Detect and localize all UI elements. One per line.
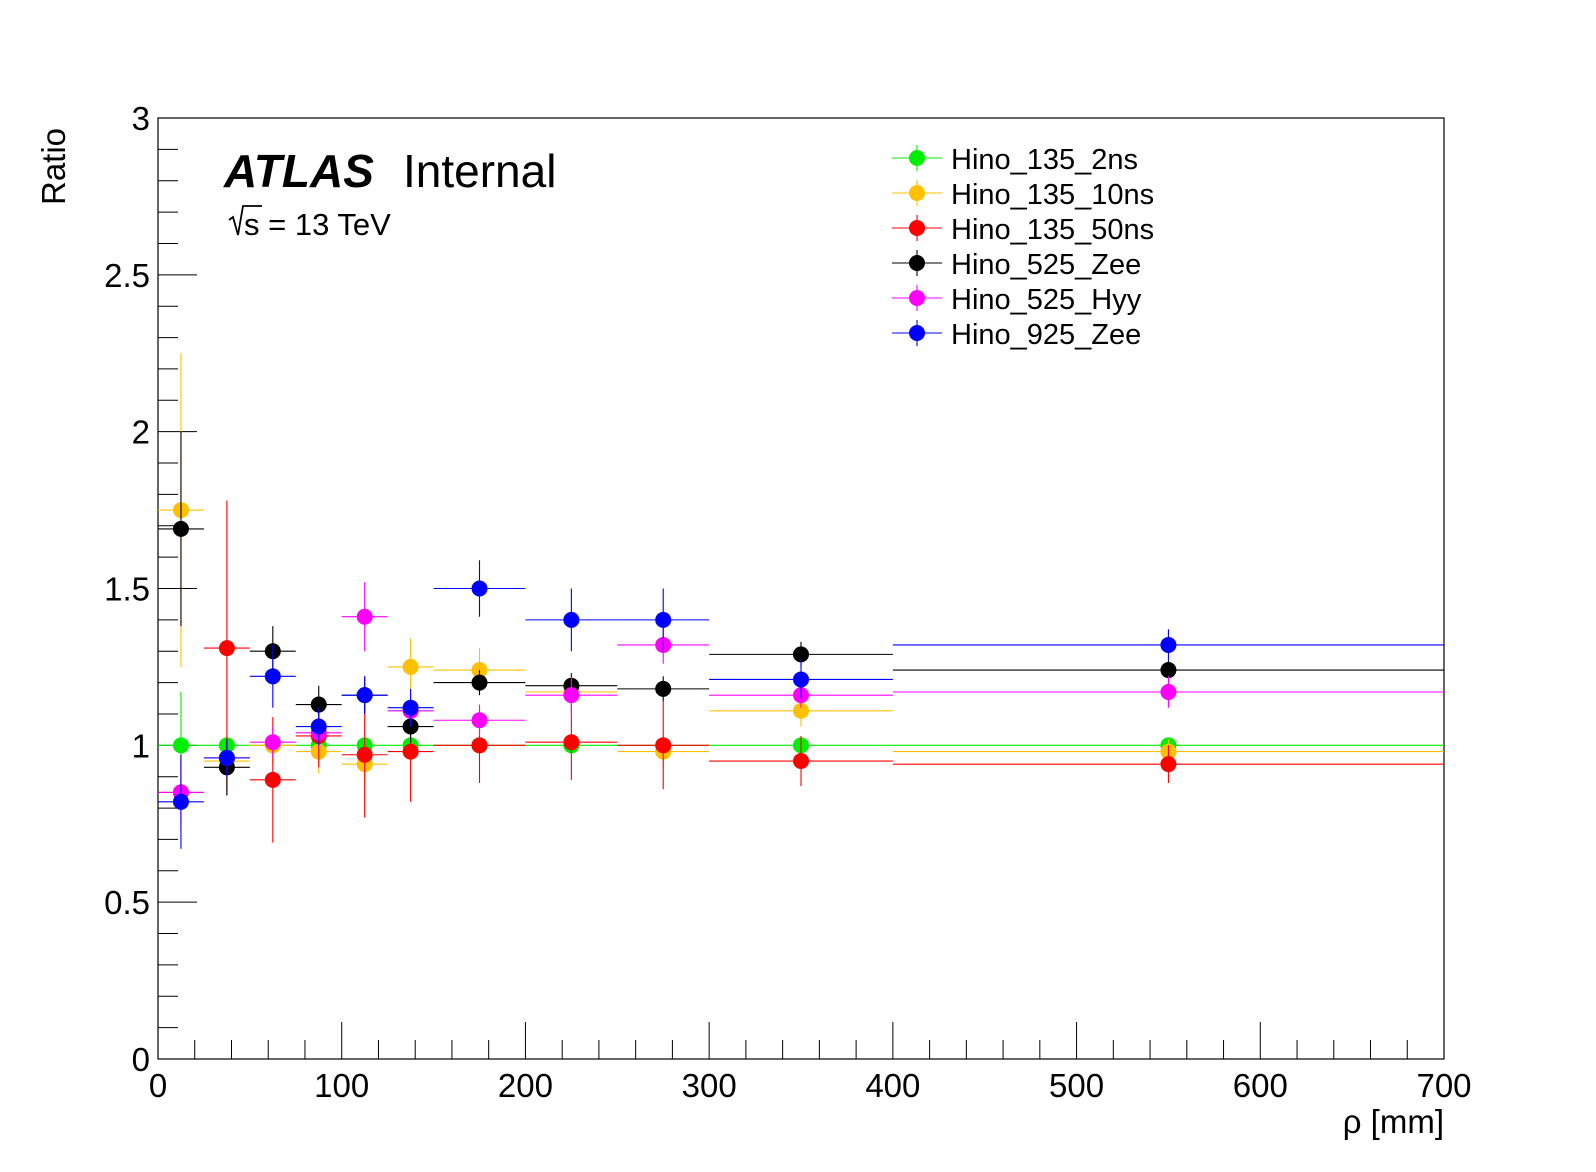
y-tick-label: 1 <box>132 727 150 764</box>
y-tick-labels: 0 0.5 1 1.5 2 2.5 3 <box>104 100 150 1078</box>
legend-marker <box>909 290 925 306</box>
data-point <box>356 687 373 704</box>
x-tick-label: 200 <box>498 1067 553 1104</box>
x-tick-label: 100 <box>314 1067 369 1104</box>
legend-label: Hino_135_2ns <box>951 144 1138 176</box>
data-point <box>264 668 281 685</box>
legend-item: Hino_135_10ns <box>892 179 1154 211</box>
data-point <box>793 646 809 663</box>
legend-label: Hino_135_10ns <box>951 179 1154 211</box>
data-point <box>402 699 419 716</box>
y-tick-label: 2 <box>132 414 150 451</box>
y-axis-label: Ratio <box>35 128 72 205</box>
series-Hino_525_Hyy <box>158 582 1444 824</box>
plot-frame <box>157 117 1445 1060</box>
data-point <box>563 687 580 704</box>
data-point <box>356 746 373 763</box>
data-point <box>793 671 809 688</box>
data-point <box>793 753 809 770</box>
x-tick-label: 600 <box>1233 1067 1288 1104</box>
data-point <box>563 734 580 751</box>
x-tick-label: 0 <box>149 1067 167 1104</box>
legend-marker <box>909 325 925 341</box>
atlas-label: ATLAS <box>223 145 374 197</box>
x-tick-label: 400 <box>865 1067 920 1104</box>
data-point <box>1160 684 1177 701</box>
series-layer <box>158 353 1444 849</box>
x-tick-labels: 0 100 200 300 400 500 600 700 <box>149 1067 1472 1104</box>
data-point <box>172 520 189 537</box>
x-axis-label: ρ [mm] <box>1343 1103 1444 1140</box>
y-tick-label: 2.5 <box>104 257 150 294</box>
data-point <box>655 611 672 628</box>
legend-marker <box>909 150 925 166</box>
energy-label: s = 13 TeV <box>228 205 391 242</box>
y-tick-label: 0.5 <box>104 884 150 921</box>
data-point <box>356 608 373 625</box>
data-point <box>1160 756 1177 773</box>
data-point <box>264 734 281 751</box>
sqrt-symbol <box>228 205 262 236</box>
data-point <box>172 737 189 754</box>
data-point <box>471 712 488 729</box>
data-point <box>655 680 672 697</box>
series-Hino_925_Zee <box>158 560 1444 849</box>
data-point <box>172 793 189 810</box>
legend-marker <box>909 220 925 236</box>
x-tick-label: 700 <box>1416 1067 1471 1104</box>
legend-item: Hino_925_Zee <box>892 319 1141 351</box>
data-point <box>310 696 327 713</box>
atlas-status-label: Internal <box>403 145 556 197</box>
data-point <box>218 640 235 657</box>
data-point <box>471 580 488 597</box>
data-point <box>471 737 488 754</box>
x-tick-label: 300 <box>682 1067 737 1104</box>
energy-text: s = 13 TeV <box>244 207 391 242</box>
legend-item: Hino_525_Hyy <box>892 284 1142 316</box>
data-point <box>402 658 419 675</box>
data-point <box>310 718 327 735</box>
legend-marker <box>909 255 925 271</box>
legend-label: Hino_525_Zee <box>951 249 1141 281</box>
data-point <box>655 737 672 754</box>
series-Hino_135_10ns <box>158 353 1444 787</box>
legend-label: Hino_135_50ns <box>951 214 1154 246</box>
data-point <box>563 611 580 628</box>
legend-label: Hino_925_Zee <box>951 319 1141 351</box>
data-point <box>218 749 235 766</box>
y-tick-label: 1.5 <box>104 571 150 608</box>
data-point <box>402 743 419 760</box>
legend-item: Hino_135_50ns <box>892 214 1154 246</box>
x-tick-label: 500 <box>1049 1067 1104 1104</box>
axis-ticks <box>157 117 1445 1060</box>
data-point <box>1160 662 1177 679</box>
legend-label: Hino_525_Hyy <box>951 284 1142 316</box>
y-tick-label: 3 <box>132 100 150 137</box>
y-tick-label: 0 <box>132 1041 150 1078</box>
data-point <box>793 702 809 719</box>
data-point <box>264 771 281 788</box>
legend-item: Hino_135_2ns <box>892 144 1138 176</box>
legend: Hino_135_2nsHino_135_10nsHino_135_50nsHi… <box>892 144 1154 351</box>
legend-item: Hino_525_Zee <box>892 249 1141 281</box>
data-point <box>471 674 488 691</box>
data-point <box>1160 636 1177 653</box>
legend-marker <box>909 185 925 201</box>
